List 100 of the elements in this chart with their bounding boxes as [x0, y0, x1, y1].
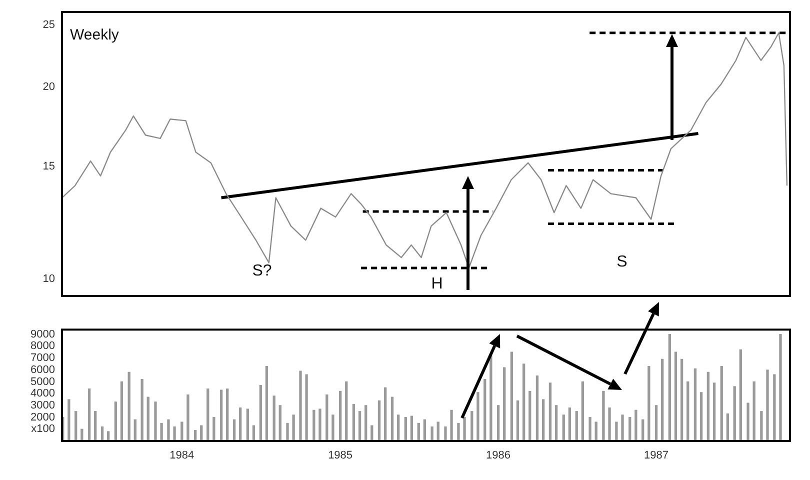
y-tick-label: 9000 — [30, 328, 55, 340]
y-tick-label: 8000 — [30, 340, 55, 352]
bar — [712, 382, 716, 441]
bar — [575, 411, 578, 441]
bar — [246, 408, 250, 441]
bar — [510, 352, 514, 441]
y-tick-label: 25 — [42, 19, 55, 32]
bar — [326, 394, 328, 441]
bar — [404, 416, 407, 441]
bar — [114, 402, 117, 441]
bar — [384, 387, 387, 441]
y-tick-label: x100 — [31, 423, 55, 436]
y-tick-label: 10 — [42, 272, 55, 285]
bar — [167, 419, 170, 441]
bar — [720, 366, 723, 441]
bar — [528, 390, 532, 441]
bar — [548, 382, 552, 441]
y-tick-label: 2000 — [30, 411, 55, 424]
bar — [74, 411, 78, 441]
bar — [378, 400, 381, 441]
bar — [522, 364, 526, 441]
bar — [272, 396, 276, 441]
bar — [292, 414, 295, 441]
x-tick-label: 1986 — [486, 450, 511, 462]
bar — [180, 422, 184, 441]
bar — [88, 388, 91, 441]
x-tick-label: 1985 — [328, 450, 353, 462]
bar — [536, 375, 539, 441]
bar — [286, 422, 289, 441]
bar — [463, 416, 466, 441]
bar — [484, 379, 486, 441]
bar — [588, 416, 592, 441]
bar — [648, 366, 650, 441]
bar — [410, 416, 414, 441]
bar — [128, 372, 130, 441]
bar — [146, 396, 150, 441]
bar — [674, 352, 678, 441]
bar — [694, 368, 697, 441]
bar — [265, 366, 268, 441]
bar — [470, 411, 474, 441]
bar — [299, 370, 302, 441]
bar — [364, 405, 368, 441]
bar — [628, 416, 632, 441]
bar — [338, 390, 342, 441]
bar — [332, 414, 334, 441]
bar — [436, 422, 440, 441]
y-tick-label: 7000 — [30, 352, 55, 364]
bar — [594, 422, 598, 441]
bar — [680, 358, 684, 441]
bar — [615, 422, 618, 441]
bar — [140, 379, 144, 441]
bar — [206, 388, 210, 441]
bar — [68, 399, 70, 441]
bar — [496, 405, 500, 441]
bar — [581, 381, 584, 441]
annotation: S — [616, 253, 628, 270]
bar — [212, 416, 216, 441]
bar — [94, 411, 97, 441]
bar — [278, 405, 282, 441]
y-tick-label: 3000 — [30, 399, 55, 412]
x-tick-label: 1987 — [644, 450, 668, 462]
bar — [516, 400, 520, 441]
bar — [430, 426, 434, 441]
bar — [634, 410, 638, 441]
bar — [476, 392, 480, 441]
bar — [503, 367, 506, 441]
bar — [562, 414, 565, 441]
bar — [654, 405, 658, 441]
bar — [390, 396, 394, 441]
bar — [358, 411, 362, 441]
bar — [457, 422, 460, 441]
bar — [345, 381, 348, 441]
bar — [668, 334, 672, 441]
bar — [746, 402, 750, 441]
y-tick-label: 5000 — [30, 376, 55, 388]
annotation: H — [431, 275, 443, 292]
bar — [760, 411, 763, 441]
bar — [621, 414, 624, 441]
bar — [154, 402, 157, 441]
bar — [602, 390, 605, 441]
bar — [318, 408, 322, 441]
bar — [396, 414, 400, 441]
bar — [220, 390, 223, 441]
bar — [726, 413, 730, 441]
y-tick-label: 20 — [42, 80, 55, 93]
bar — [554, 405, 558, 441]
bar — [733, 386, 736, 441]
bar — [542, 399, 545, 441]
bar — [773, 374, 776, 441]
bar — [444, 426, 447, 441]
bar — [660, 358, 664, 441]
bar — [739, 349, 742, 441]
bar — [186, 394, 190, 441]
x-tick-label: 1984 — [170, 450, 194, 462]
bar — [226, 388, 229, 441]
bar — [706, 372, 710, 441]
y-tick-label: 15 — [42, 160, 55, 173]
y-tick-label: 6000 — [30, 364, 55, 376]
bar — [608, 407, 611, 441]
bar — [160, 422, 163, 441]
